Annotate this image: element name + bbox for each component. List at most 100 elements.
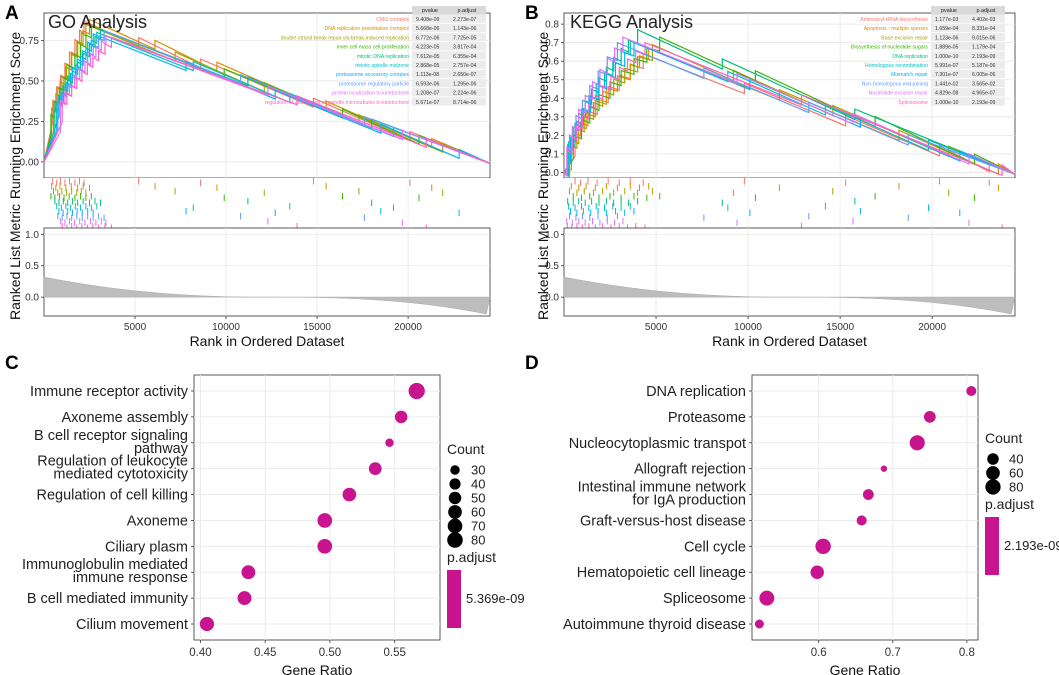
category-label-line: pathway	[134, 441, 189, 457]
data-point	[754, 619, 764, 629]
table-row-name: Homologous recombination	[865, 63, 928, 69]
data-point	[862, 489, 874, 500]
color-legend: p.adjust 5.369e-09	[447, 549, 525, 628]
es-curve-line	[563, 36, 1016, 178]
table-row-padjust: 7.725e-05	[453, 35, 476, 41]
xtick-label: 20000	[394, 322, 422, 333]
xtick-label: 15000	[826, 322, 854, 333]
table-row-name: Spliceosome	[898, 100, 928, 106]
table-row-name: Aminoacyl-tRNA biosynthesis	[860, 17, 928, 23]
color-legend-title: p.adjust	[447, 549, 496, 565]
xtick-label: 0.40	[189, 647, 211, 659]
table-row-padjust: 6.355e-04	[453, 54, 476, 60]
y-axis-title-bottom: Ranked List Metric	[7, 204, 23, 320]
data-point	[815, 538, 831, 555]
metric-ytick-label: 0.5	[545, 261, 559, 272]
xtick-label: 0.6	[811, 647, 827, 659]
table-row-pvalue: 1.123e-06	[935, 35, 958, 41]
xtick-label: 0.7	[885, 647, 901, 659]
table-row-pvalue: 6.772e-06	[416, 35, 439, 41]
y-axis-title-top: Running Enrichment Score	[7, 32, 23, 200]
x-axis-title: Rank in Ordered Dataset	[712, 333, 867, 349]
size-legend-dot	[450, 465, 460, 475]
table-row-bg	[412, 60, 486, 69]
table-row-padjust: 2.650e-07	[453, 72, 476, 78]
hit-region	[44, 178, 490, 228]
table-row-bg	[412, 42, 486, 51]
table-row-padjust: 1.143e-06	[453, 26, 476, 32]
category-label: Regulation of leukocyte mediated cytotoxi…	[37, 454, 188, 483]
es-ytick-label: 0.50	[20, 76, 40, 87]
es-legend-table: pvalue p.adjust CMG complex 9.408e-09 2.273e…	[265, 6, 486, 106]
table-row-name: double-strand break repair via break-ind…	[281, 35, 409, 41]
data-point	[342, 487, 357, 502]
data-point	[856, 515, 867, 526]
metric-ytick-label: 0.0	[545, 293, 559, 304]
metric-ytick-label: 1.0	[545, 230, 559, 241]
table-row-name: regulation of attachment of spindle micr…	[265, 100, 409, 106]
panel-label: B	[525, 3, 539, 24]
panel-label: A	[5, 3, 19, 24]
color-legend: p.adjust 2.193e-09	[985, 496, 1059, 575]
size-legend-dot	[447, 532, 463, 548]
size-legend-dot	[986, 466, 1000, 480]
category-label-line: Immunoglobulin mediated	[22, 557, 188, 573]
table-row-name: Base excision repair	[881, 35, 928, 41]
data-point	[199, 616, 215, 632]
size-legend-label: 60	[1009, 466, 1023, 481]
size-legend-label: 40	[471, 477, 485, 492]
category-label: DNA replication	[646, 384, 746, 400]
category-label: Regulation of cell killing	[36, 488, 188, 504]
category-label: Cilium movement	[76, 617, 188, 633]
category-label-line: for IgA production	[632, 493, 746, 509]
es-curve-line	[43, 36, 491, 164]
category-label: Axoneme assembly	[61, 410, 188, 426]
table-row-bg	[412, 51, 486, 60]
table-row-pvalue: 1.177e-03	[935, 17, 958, 23]
es-ytick-label: 0.7	[545, 38, 559, 49]
table-row-bg	[931, 78, 1005, 88]
category-label-line: Intestinal immune network	[578, 480, 747, 496]
table-row-pvalue: 1.659e-04	[935, 26, 958, 32]
table-row-name: proteasome regulatory particle	[339, 81, 409, 87]
xtick-label: 5000	[124, 322, 147, 333]
category-label: Cell cycle	[684, 539, 746, 555]
x-axis-title: Gene Ratio	[282, 662, 353, 675]
table-row-pvalue: 1.208e-07	[416, 91, 439, 97]
dotplot-frame	[751, 374, 979, 641]
es-curve-line	[43, 33, 491, 164]
es-curve-line	[563, 41, 1016, 175]
data-point	[966, 385, 977, 397]
table-row-pvalue: 9.408e-09	[416, 17, 439, 23]
x-axis-title: Gene Ratio	[830, 662, 901, 675]
metric-ytick-label: 0.5	[25, 261, 39, 272]
table-header-label: pvalue	[941, 8, 957, 14]
table-header-cell	[412, 6, 449, 15]
size-legend-label: 30	[471, 463, 485, 478]
table-row-name: DNA replication preinitiation complex	[325, 26, 410, 32]
table-row-padjust: 5.187e-06	[972, 63, 995, 69]
dotplot-panel-d: D 0.6 0.7 0.8 DNA replication Proteasome Nucle…	[525, 353, 1059, 675]
category-label: Axoneme	[127, 513, 188, 529]
table-row-name: protein localization to kinetochore	[332, 91, 409, 97]
size-legend-label: 50	[471, 491, 485, 506]
table-row-padjust: 2.193e-09	[972, 54, 995, 60]
table-row-bg	[931, 88, 1005, 97]
panel-title: KEGG Analysis	[570, 12, 693, 32]
es-ytick-label: 0.1	[545, 149, 559, 160]
table-row-bg	[931, 51, 1005, 60]
data-point	[368, 462, 382, 476]
category-label: Immune receptor activity	[30, 384, 189, 400]
es-ytick-label: 0.0	[545, 168, 559, 179]
size-legend-label: 60	[471, 505, 485, 520]
table-row-bg	[931, 23, 1005, 33]
xtick-label: 0.50	[319, 647, 341, 659]
table-row-padjust: 8.331e-04	[972, 26, 995, 32]
size-legend-title: Count	[985, 430, 1022, 446]
y-axis-title-bottom: Ranked List Metric	[535, 204, 551, 320]
size-legend-label: 80	[1009, 480, 1023, 495]
table-row-pvalue: 5.991e-07	[935, 63, 958, 69]
data-point	[317, 513, 333, 528]
table-row-padjust: 2.273e-07	[453, 17, 476, 23]
